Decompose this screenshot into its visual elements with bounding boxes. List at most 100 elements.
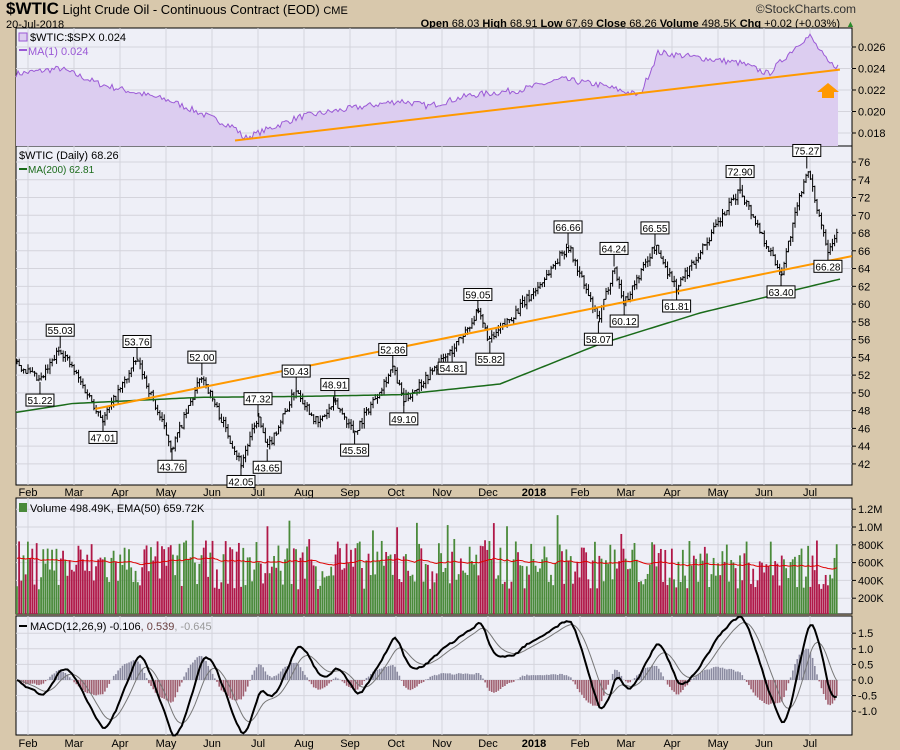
volume-bar — [134, 570, 137, 614]
volume-bar — [576, 562, 579, 614]
volume-bar — [765, 564, 768, 614]
volume-bar — [637, 582, 640, 614]
volume-bar — [545, 557, 548, 614]
volume-bar — [202, 547, 205, 614]
volume-bar — [648, 564, 651, 614]
price-y-tick-label: 50 — [858, 388, 870, 400]
volume-bar — [477, 575, 480, 614]
price-label-box — [813, 259, 843, 273]
volume-bar — [46, 548, 49, 614]
volume-bar — [55, 548, 58, 614]
volume-bar — [730, 560, 733, 614]
volume-bar — [435, 573, 438, 614]
volume-bar — [712, 557, 715, 614]
volume-bar — [251, 581, 253, 614]
volume-bar — [218, 588, 221, 614]
volume-bar — [262, 583, 264, 614]
volume-bar — [464, 572, 467, 614]
volume-bar — [385, 551, 388, 614]
volume-bar — [699, 553, 702, 614]
volume-bar — [51, 549, 53, 614]
volume-bar — [264, 573, 267, 614]
ratio-trendline — [234, 68, 841, 142]
macd-y-tick-label: 1.0 — [858, 644, 873, 656]
volume-bar — [101, 559, 104, 614]
volume-bar — [695, 558, 697, 614]
price-label: 72.90 — [728, 168, 753, 179]
volume-bar — [383, 565, 385, 614]
price-label: 43.65 — [255, 463, 280, 474]
price-y-tick-label: 48 — [858, 406, 870, 418]
x-tick-label: Feb — [19, 487, 38, 499]
volume-bar — [62, 550, 64, 614]
volume-bar — [530, 543, 533, 614]
volume-bar — [747, 562, 750, 614]
volume-bar — [389, 554, 392, 614]
volume-bar — [145, 545, 148, 614]
price-y-tick-label: 54 — [858, 352, 870, 364]
volume-bar — [495, 578, 497, 614]
volume-bar — [325, 576, 328, 614]
price-y-tick-label: 58 — [858, 317, 870, 329]
volume-bar — [758, 561, 761, 614]
price-label-box — [725, 165, 755, 179]
x-tick-label: Feb — [571, 487, 590, 499]
volume-bar — [567, 560, 570, 614]
volume-bar — [497, 575, 500, 614]
volume-bar — [517, 552, 519, 614]
volume-bar — [642, 584, 645, 614]
volume-bar — [172, 554, 174, 614]
volume-bar — [314, 566, 317, 614]
volume-bar — [57, 584, 60, 614]
high-value: 68.91 — [509, 18, 538, 30]
volume-bar — [835, 544, 838, 614]
volume-bar — [33, 584, 36, 614]
volume-bar — [387, 556, 390, 614]
volume-bar — [279, 570, 282, 614]
price-label: 66.28 — [815, 262, 840, 273]
volume-bar — [631, 549, 634, 614]
volume-bar — [341, 569, 344, 614]
volume-bar — [448, 583, 451, 614]
volume-bar — [679, 581, 682, 614]
volume-bar — [462, 570, 464, 614]
volume-bar — [356, 543, 359, 614]
price-label-box — [583, 332, 613, 346]
volume-bar — [827, 585, 829, 614]
volume-bar — [813, 570, 816, 614]
price-y-tick-label: 72 — [858, 193, 870, 205]
volume-bar — [602, 581, 605, 614]
volume-bar — [205, 540, 207, 614]
volume-bar — [670, 548, 673, 614]
volume-bar — [185, 540, 188, 614]
high-label: High — [482, 18, 507, 30]
volume-bar — [253, 569, 256, 614]
volume-bar — [646, 573, 649, 614]
ratio-y-tick-label: 0.024 — [858, 64, 886, 76]
panel-macd — [15, 615, 853, 736]
volume-bar — [328, 575, 330, 614]
volume-bar — [73, 571, 75, 614]
volume-bar — [42, 549, 45, 614]
volume-bar — [613, 549, 616, 614]
volume-bar — [270, 566, 273, 614]
volume-bar — [822, 584, 825, 614]
volume-bar — [506, 526, 508, 614]
x-tick-label: 2018 — [522, 487, 546, 499]
price-label: 54.81 — [440, 364, 465, 375]
volume-bar — [79, 549, 82, 614]
volume-bar — [22, 555, 25, 614]
volume-bar — [222, 554, 225, 614]
volume-bar — [139, 585, 141, 614]
volume-bar — [246, 557, 249, 614]
volume-bar — [301, 552, 304, 614]
volume-bar — [106, 577, 108, 614]
volume-bar — [235, 551, 238, 614]
volume-bar — [363, 588, 366, 614]
price-y-tick-label: 46 — [858, 423, 870, 435]
volume-bar — [633, 542, 636, 614]
volume-bar — [174, 575, 177, 614]
price-label-box — [378, 342, 408, 356]
volume-bar — [198, 563, 201, 614]
